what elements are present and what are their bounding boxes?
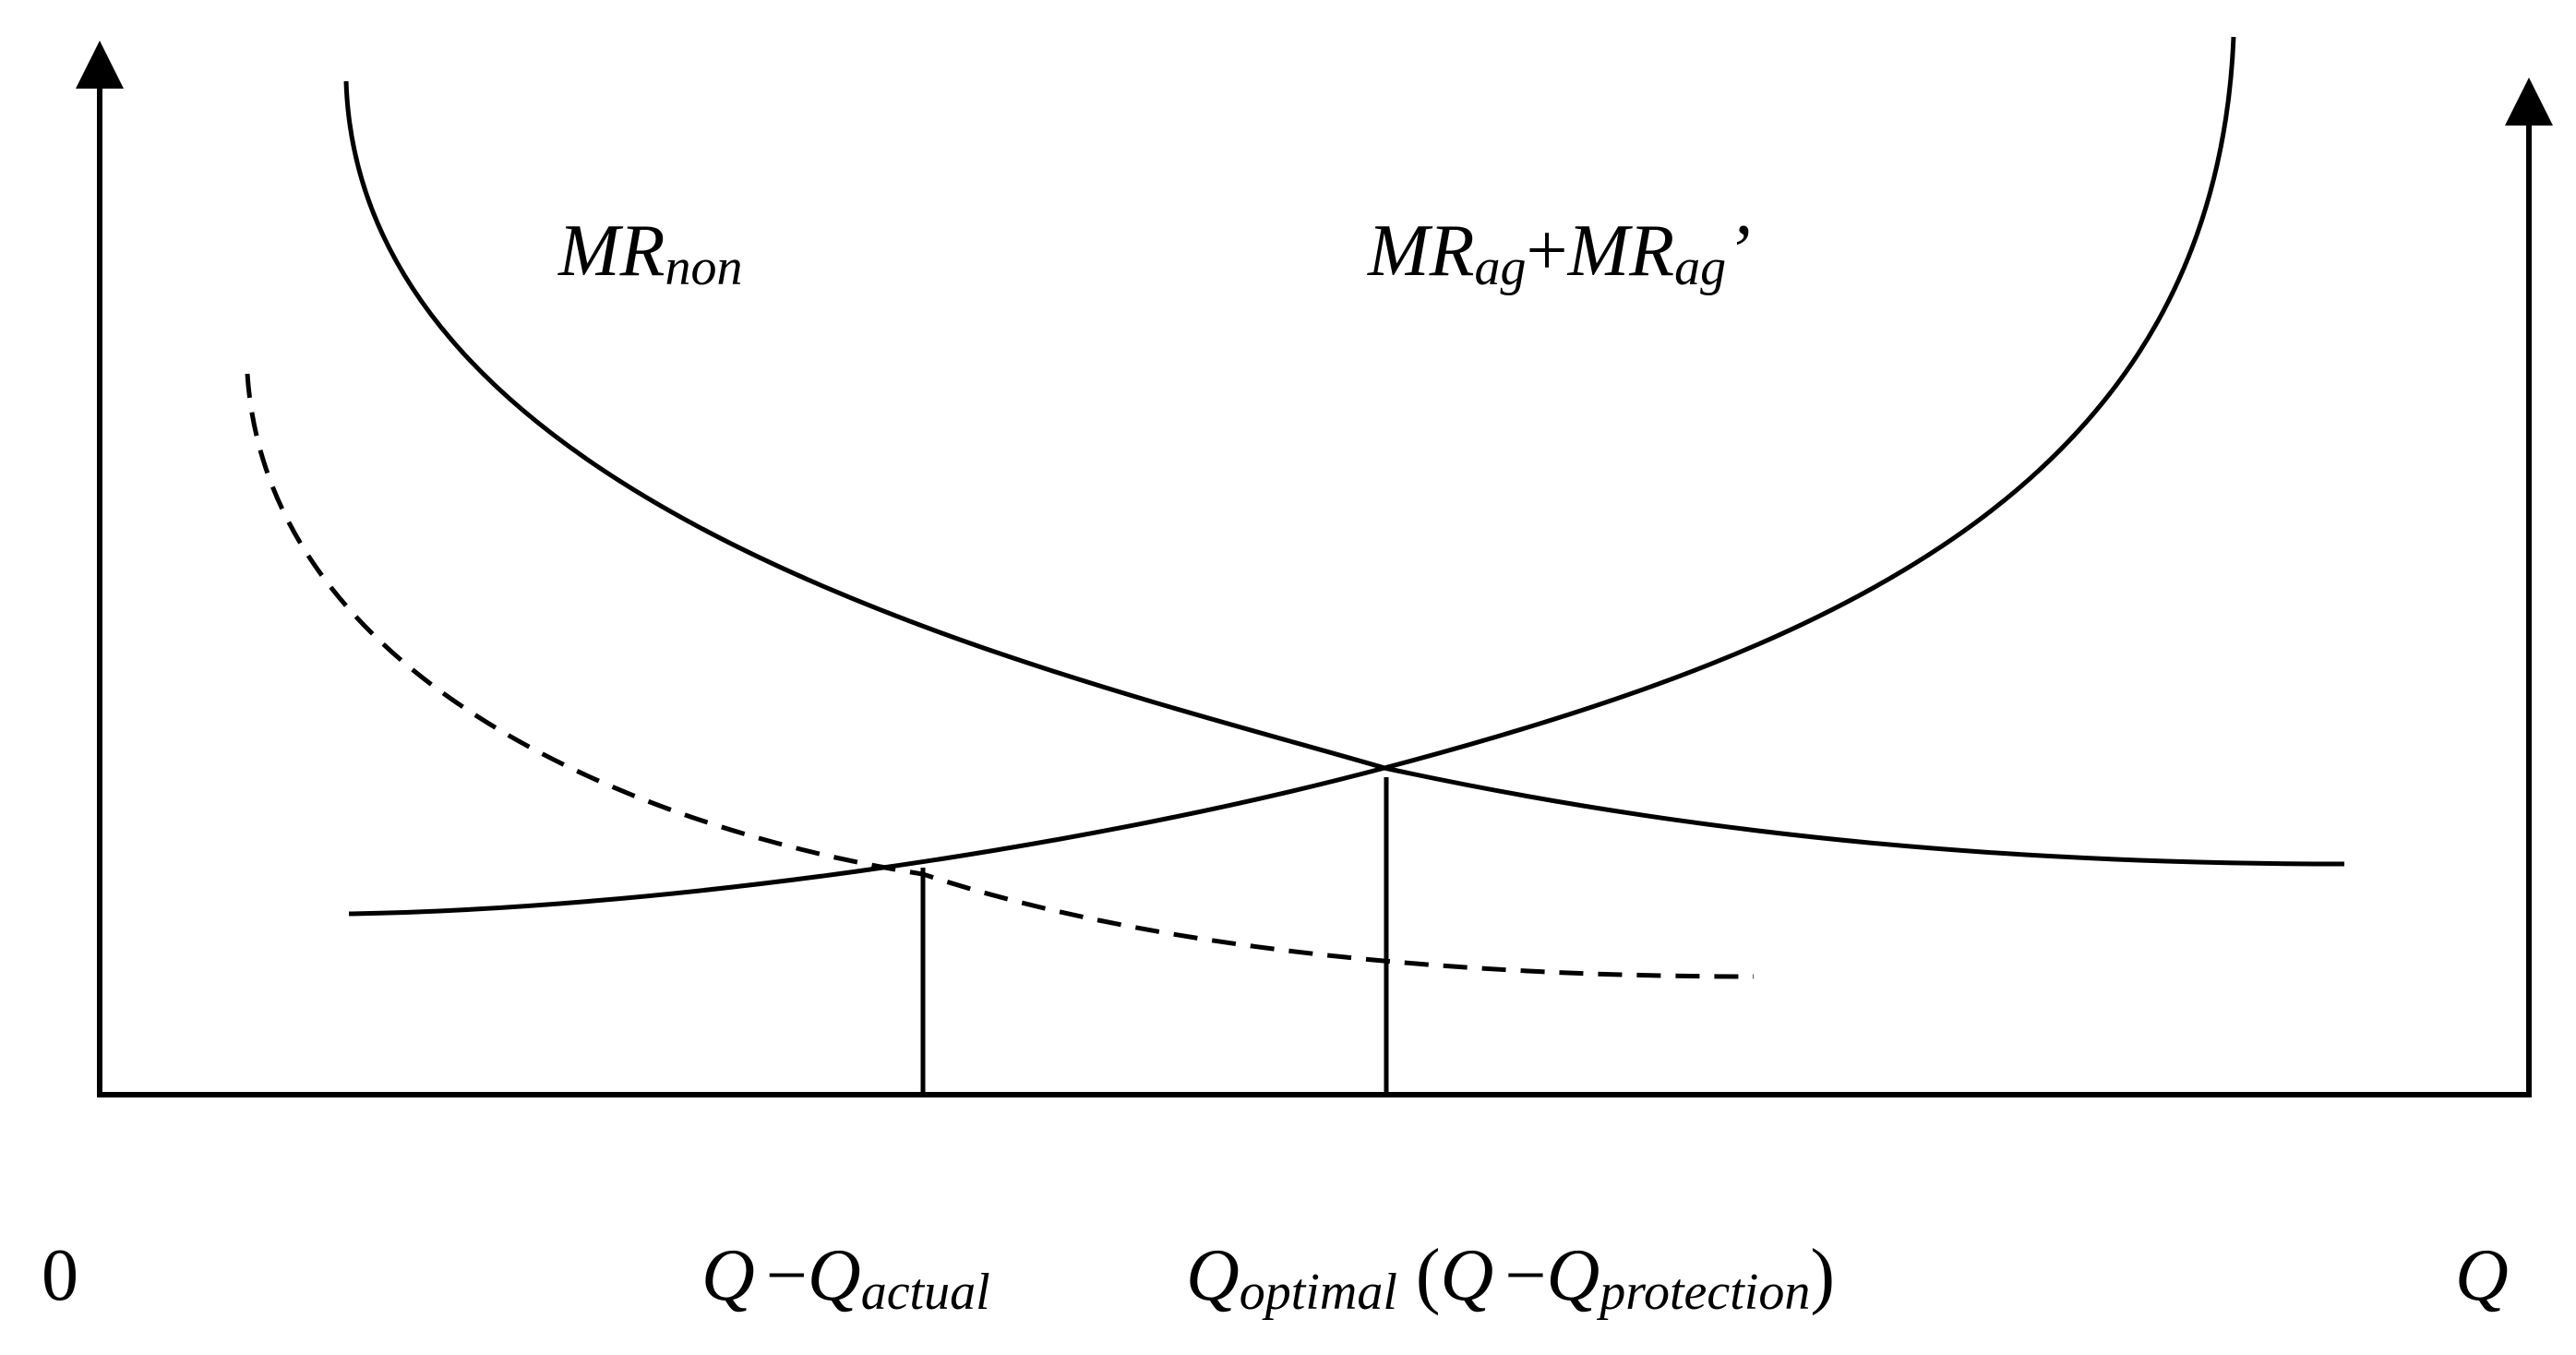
q-actual-lead: Q (701, 1235, 755, 1316)
mr-non-main: MR (557, 210, 665, 292)
mr-non-curve (343, 80, 2345, 867)
q-optimal-inner-main: Q (1546, 1235, 1600, 1316)
mr-ag-prime: ’ (1726, 210, 1751, 292)
q-optimal-dash: − (1504, 1235, 1546, 1316)
origin-label: 0 (42, 1235, 78, 1316)
dashed-mr-curve (245, 373, 1755, 979)
mr-non-label: MRnon (557, 210, 743, 296)
mr-ag-plus: + (1527, 210, 1568, 292)
q-optimal-open: ( (1397, 1235, 1441, 1316)
q-optimal-close: ) (1810, 1235, 1835, 1316)
mr-ag-main2: MR (1567, 210, 1675, 292)
q-actual-sub: actual (861, 1264, 990, 1321)
q-optimal-inner-sub: protection (1596, 1264, 1810, 1321)
mr-ag-sub1: ag (1475, 239, 1527, 296)
q-actual-label: Q −Qactual (701, 1235, 990, 1321)
right-axis-arrowhead (2505, 78, 2553, 126)
q-actual-dash: − (766, 1235, 808, 1316)
mr-ag-main1: MR (1367, 210, 1475, 292)
q-optimal-label: Qoptimal (Q −Qprotection) (1186, 1235, 1835, 1321)
q-axis-label: Q (2455, 1235, 2509, 1316)
mr-non-sub: non (665, 239, 743, 296)
mr-ag-sub2: ag (1674, 239, 1726, 296)
mr-ag-label: MRag+MRag’ (1367, 210, 1751, 296)
q-optimal-inner-lead: Q (1441, 1235, 1494, 1316)
mr-ag-curve (348, 36, 2236, 917)
q-optimal-main: Q (1186, 1235, 1240, 1316)
left-axis-arrowhead (76, 41, 124, 89)
q-optimal-sub: optimal (1240, 1264, 1397, 1321)
q-actual-main: Q (808, 1235, 861, 1316)
